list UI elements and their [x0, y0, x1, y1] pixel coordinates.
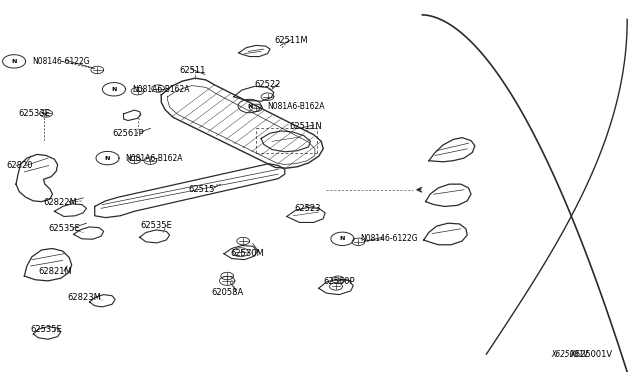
Text: X625001V: X625001V: [570, 350, 612, 359]
Text: N08146-6122G: N08146-6122G: [360, 234, 418, 243]
Text: N: N: [111, 87, 116, 92]
Text: 62058A: 62058A: [211, 288, 243, 296]
Text: 62522: 62522: [255, 80, 281, 89]
Text: X625001V: X625001V: [551, 350, 588, 359]
Text: N: N: [247, 103, 252, 109]
Text: N081A6-B162A: N081A6-B162A: [125, 154, 183, 163]
Text: N: N: [12, 59, 17, 64]
Text: N: N: [105, 155, 110, 161]
Text: 62823M: 62823M: [67, 293, 101, 302]
Text: 62533E: 62533E: [18, 109, 50, 118]
Text: 62822M: 62822M: [44, 198, 77, 207]
Text: N08146-6122G: N08146-6122G: [32, 57, 90, 66]
Text: 62515: 62515: [189, 185, 215, 194]
Text: 62511M: 62511M: [274, 36, 308, 45]
Text: 62561P: 62561P: [112, 129, 143, 138]
Text: 62511N: 62511N: [289, 122, 322, 131]
Text: N081A6-B162A: N081A6-B162A: [268, 102, 325, 110]
Text: 62523: 62523: [294, 204, 321, 213]
Text: 62535E: 62535E: [141, 221, 173, 230]
Text: N081A6-B162A: N081A6-B162A: [132, 85, 189, 94]
Text: 62535E: 62535E: [31, 325, 63, 334]
Text: 62820: 62820: [6, 161, 33, 170]
Text: 62535E: 62535E: [48, 224, 80, 233]
Text: 62530M: 62530M: [230, 249, 264, 258]
Text: 62511: 62511: [179, 66, 205, 75]
Text: 62821M: 62821M: [38, 267, 72, 276]
Text: N: N: [340, 236, 345, 241]
Text: 62560P: 62560P: [323, 278, 355, 286]
